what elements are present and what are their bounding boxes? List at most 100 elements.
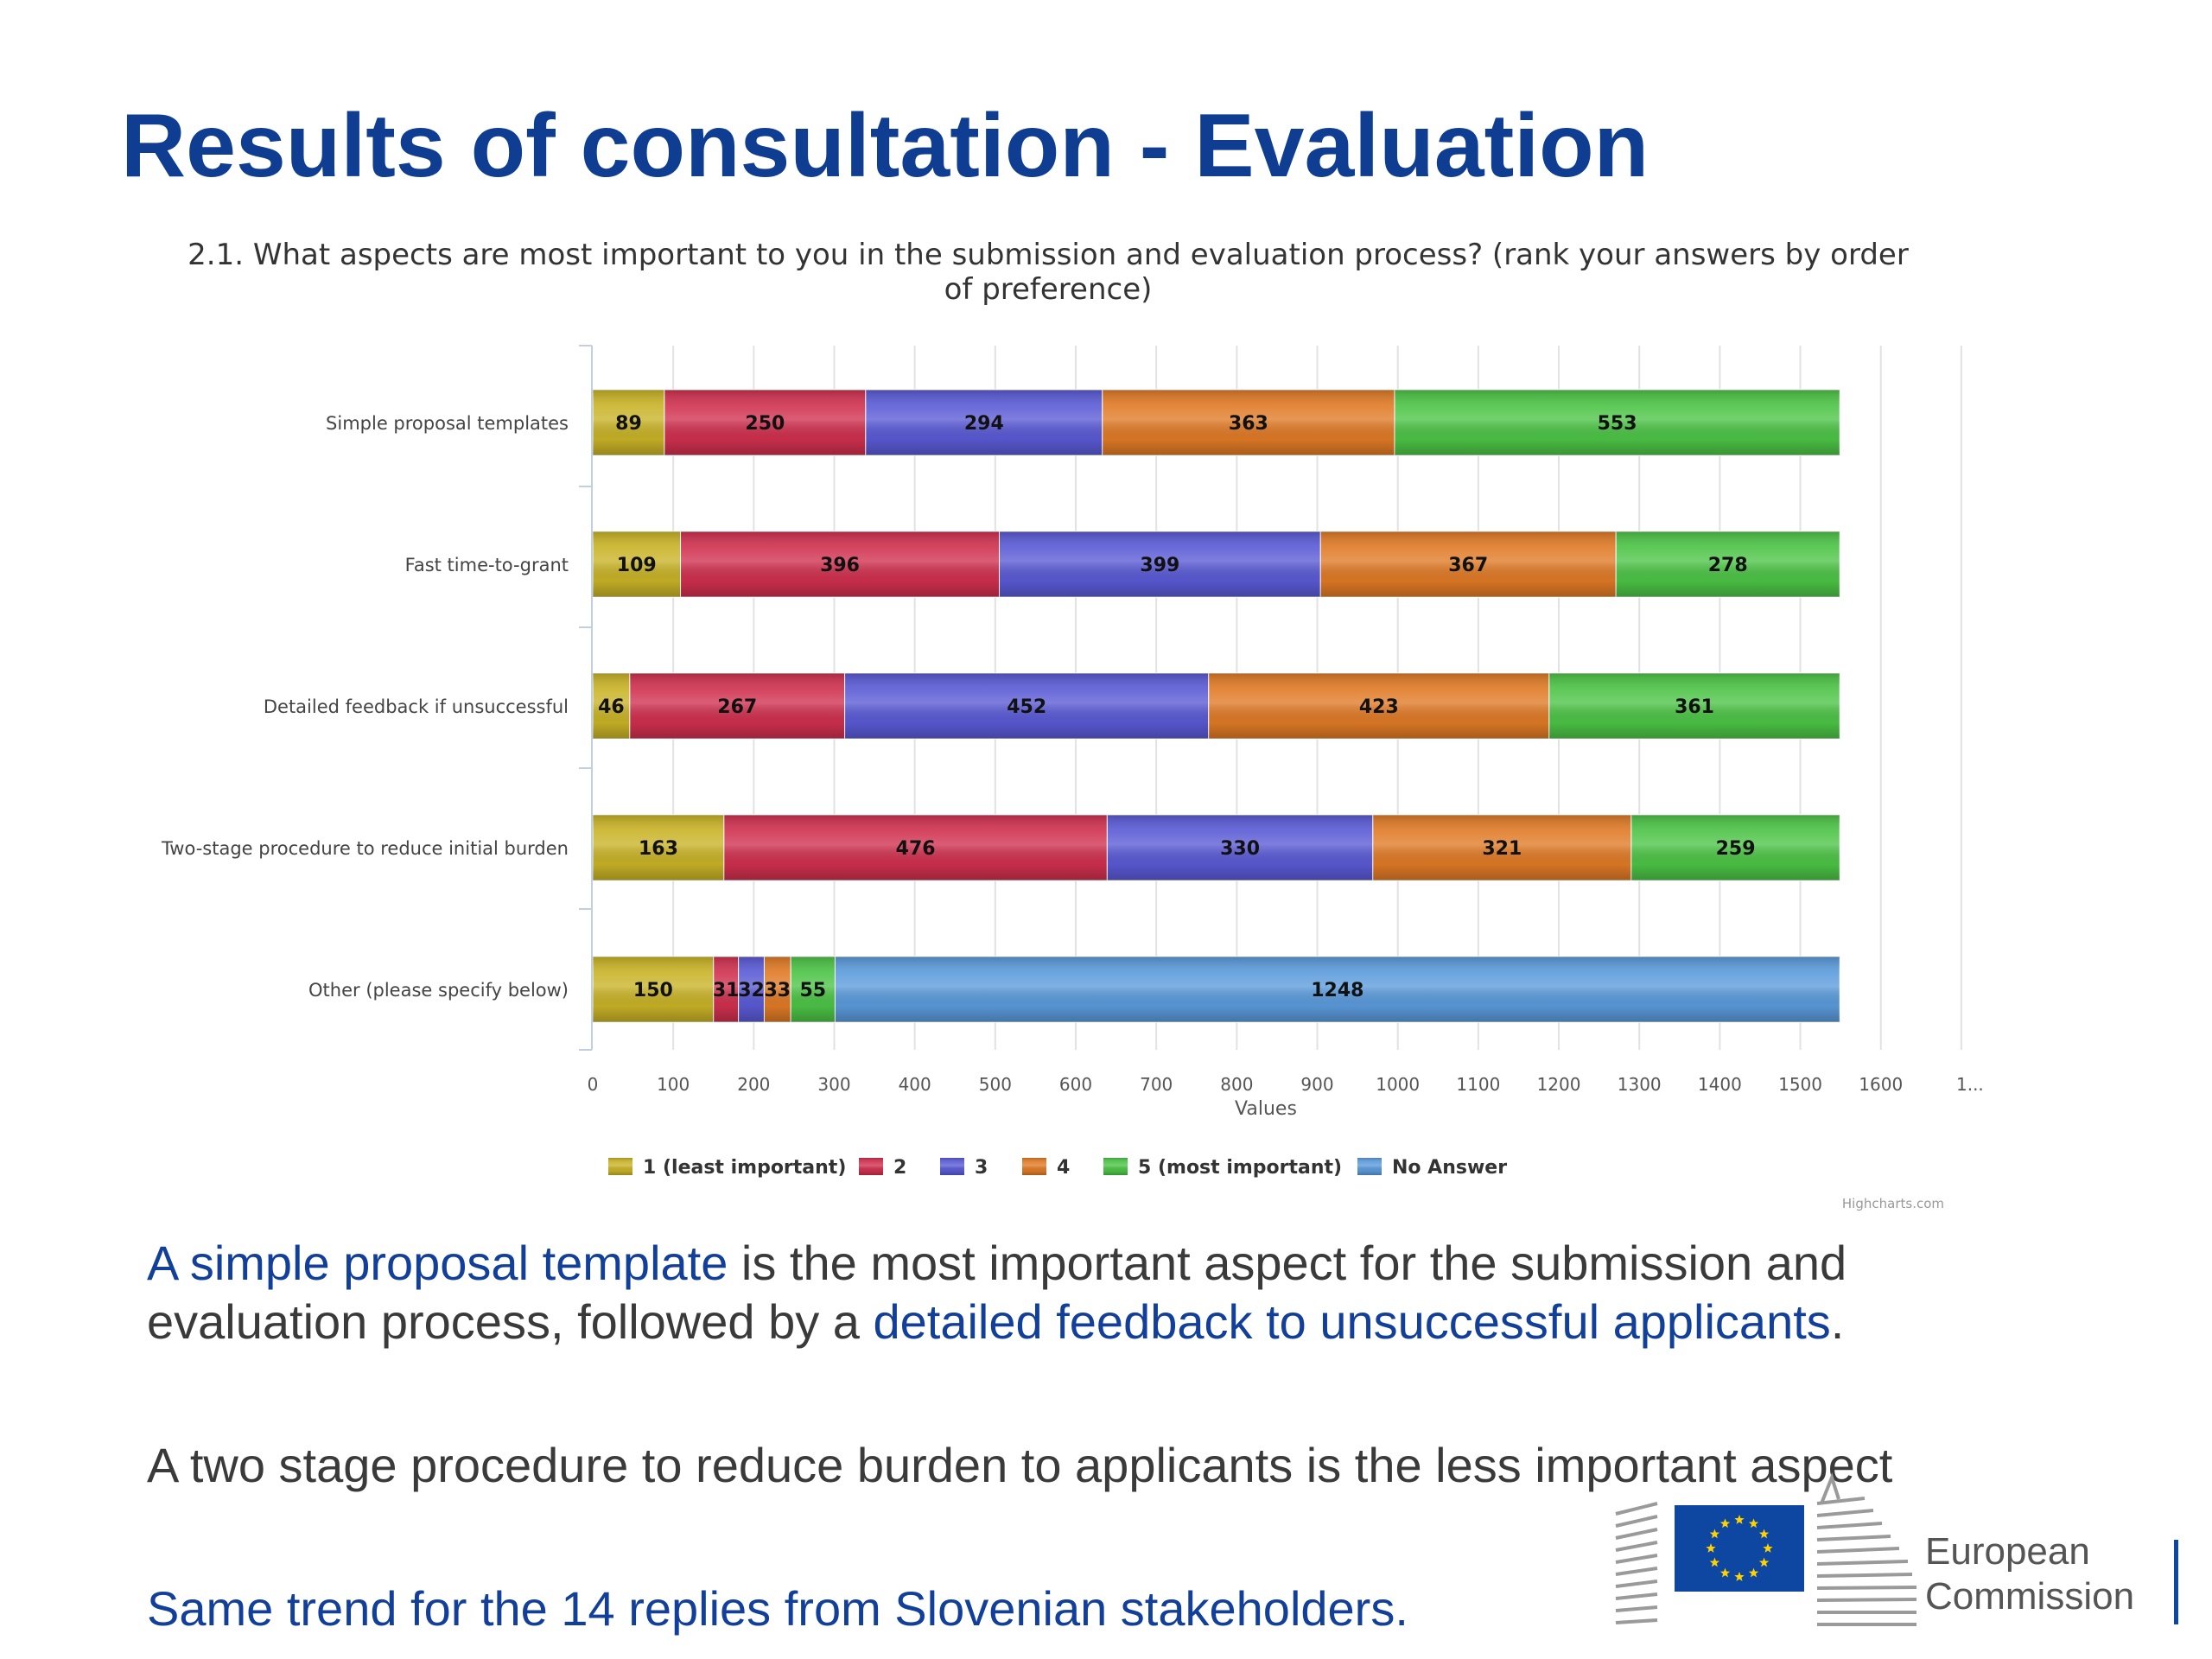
paragraph-1-end: . (1830, 1294, 1845, 1349)
data-label: 1248 (1311, 980, 1363, 1001)
data-label: 259 (1716, 838, 1756, 860)
x-tick-label: 1500 (1778, 1074, 1822, 1095)
data-label: 31 (713, 980, 740, 1001)
x-tick-label: 200 (737, 1074, 770, 1095)
bar-segment-shading (593, 390, 664, 455)
bar-segment-shading (1107, 815, 1373, 880)
x-tick-label: 500 (979, 1074, 1012, 1095)
chart-title-line-1: 2.1. What aspects are most important to … (188, 238, 1909, 272)
logo-line-2: Commission (1925, 1575, 2134, 1618)
logo-line-1: European (1925, 1530, 2090, 1573)
category-label: Fast time-to-grant (405, 555, 569, 575)
data-label: 396 (820, 555, 860, 576)
x-tick-label: 1... (1956, 1074, 1984, 1095)
eu-star-icon (1719, 1518, 1731, 1529)
data-label: 452 (1007, 696, 1046, 718)
bar-segment-shading (593, 957, 714, 1022)
x-tick-label: 1200 (1537, 1074, 1581, 1095)
bar-segment-shading (593, 673, 630, 739)
x-axis-title: Values (1235, 1098, 1297, 1120)
legend-item-label[interactable]: 1 (least important) (643, 1157, 846, 1179)
eu-star-icon (1758, 1529, 1770, 1539)
x-tick-label: 800 (1220, 1074, 1253, 1095)
data-label: 278 (1708, 555, 1748, 576)
eu-star-icon (1758, 1557, 1770, 1567)
eu-star-icon (1706, 1543, 1716, 1553)
x-tick-label: 1400 (1698, 1074, 1742, 1095)
data-label: 89 (615, 413, 642, 435)
bar-segment-shading (865, 390, 1103, 455)
category-label: Simple proposal templates (326, 413, 569, 434)
slide-title: Results of consultation - Evaluation (121, 96, 1649, 196)
legend-swatch-shading (1357, 1158, 1382, 1175)
bar-segment-shading (738, 957, 765, 1022)
x-tick-label: 1000 (1376, 1074, 1420, 1095)
legend-swatch-shading (859, 1158, 883, 1175)
x-tick-label: 900 (1300, 1074, 1333, 1095)
data-label: 367 (1448, 555, 1488, 576)
x-tick-label: 0 (588, 1074, 599, 1095)
data-label: 32 (738, 980, 765, 1001)
data-label: 553 (1598, 413, 1637, 435)
legend-swatch-shading (1022, 1158, 1046, 1175)
eu-star-icon (1734, 1572, 1745, 1581)
x-tick-label: 100 (657, 1074, 690, 1095)
bar-segment-shading (723, 815, 1108, 880)
legend-item-label[interactable]: No Answer (1392, 1157, 1507, 1179)
data-label: 250 (745, 413, 785, 435)
legend-item-label[interactable]: 5 (most important) (1138, 1157, 1342, 1179)
bar-segment-shading (593, 531, 681, 597)
european-commission-logo: European Commission (1615, 1472, 2178, 1626)
data-label: 109 (617, 555, 657, 576)
eu-star-icon (1748, 1518, 1759, 1529)
x-tick-label: 400 (899, 1074, 931, 1095)
bar-segment-shading (1548, 673, 1840, 739)
category-label: Detailed feedback if unsuccessful (264, 696, 569, 717)
legend-swatch-shading (1103, 1158, 1128, 1175)
x-tick-label: 1300 (1618, 1074, 1662, 1095)
summary-paragraph-2: A two stage procedure to reduce burden t… (147, 1438, 1893, 1492)
x-tick-label: 600 (1059, 1074, 1092, 1095)
eu-star-icon (1734, 1515, 1745, 1524)
x-tick-label: 700 (1140, 1074, 1173, 1095)
data-label: 476 (896, 838, 936, 860)
eu-star-icon (1709, 1557, 1720, 1567)
bar-segment-shading (844, 673, 1209, 739)
bar-segment-shading (1394, 390, 1840, 455)
bar-segment-shading (1372, 815, 1631, 880)
data-label: 33 (765, 980, 791, 1001)
data-label: 363 (1229, 413, 1268, 435)
bar-segment-shading (999, 531, 1321, 597)
chart-title-line-2: of preference) (944, 272, 1153, 307)
highlight-simple-template: A simple proposal template (147, 1236, 728, 1290)
logo-divider (2174, 1540, 2178, 1624)
data-label: 294 (964, 413, 1004, 435)
data-label: 46 (598, 696, 625, 718)
bar-segment-shading (1630, 815, 1840, 880)
legend-item-label[interactable]: 2 (893, 1157, 906, 1179)
x-tick-label: 1100 (1456, 1074, 1500, 1095)
bar-segment-shading (680, 531, 1000, 597)
legend-swatch-shading (940, 1158, 964, 1175)
summary-paragraph-1: A simple proposal template is the most i… (147, 1234, 2013, 1351)
eu-star-icon (1748, 1567, 1759, 1578)
eu-star-icon (1709, 1529, 1720, 1539)
bar-segment-shading (713, 957, 739, 1022)
x-tick-label: 1600 (1859, 1074, 1903, 1095)
data-label: 55 (800, 980, 827, 1001)
summary-paragraph-3: Same trend for the 14 replies from Slove… (147, 1581, 1408, 1636)
paragraph-1-text: is the most important aspect for the sub… (147, 1236, 1847, 1349)
data-label: 330 (1220, 838, 1260, 860)
category-label: Two-stage procedure to reduce initial bu… (161, 838, 569, 859)
data-label: 321 (1482, 838, 1522, 860)
berlaymont-building-icon (1615, 1472, 1917, 1626)
stacked-bar-chart: 2.1. What aspects are most important to … (161, 238, 1984, 1211)
legend-item-label[interactable]: 4 (1057, 1157, 1070, 1179)
data-label: 150 (633, 980, 673, 1001)
bar-segment-shading (1102, 390, 1395, 455)
bar-segment-shading (791, 957, 836, 1022)
x-tick-label: 300 (817, 1074, 850, 1095)
bar-segment-shading (664, 390, 866, 455)
legend-item-label[interactable]: 3 (975, 1157, 988, 1179)
bar-segment-shading (593, 815, 724, 880)
